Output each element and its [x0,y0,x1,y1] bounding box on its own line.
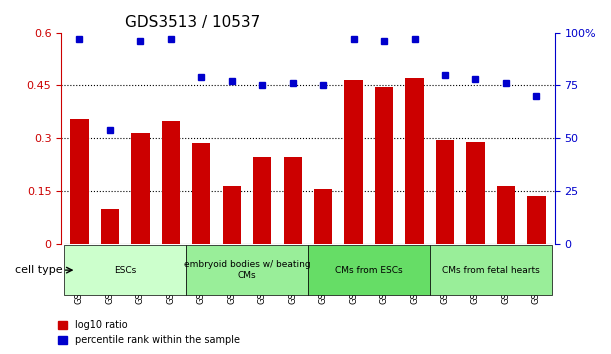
FancyBboxPatch shape [308,245,430,296]
Bar [436,140,454,244]
Text: GDS3513 / 10537: GDS3513 / 10537 [125,15,260,30]
FancyBboxPatch shape [430,245,552,296]
Bar [222,185,241,244]
Bar [70,119,89,244]
Bar [162,121,180,244]
Bar [131,133,150,244]
Bar [375,87,393,244]
Bar [192,143,210,244]
FancyBboxPatch shape [186,245,308,296]
Bar [101,209,119,244]
Bar [253,158,271,244]
Text: cell type: cell type [15,265,63,275]
Bar [345,80,363,244]
FancyBboxPatch shape [64,245,186,296]
Legend: log10 ratio, percentile rank within the sample: log10 ratio, percentile rank within the … [54,316,244,349]
Bar [527,196,546,244]
Text: CMs from ESCs: CMs from ESCs [335,266,403,275]
Bar [314,189,332,244]
Bar [405,78,423,244]
Bar [466,142,485,244]
Text: ESCs: ESCs [114,266,136,275]
Text: CMs from fetal hearts: CMs from fetal hearts [442,266,540,275]
Bar [497,185,515,244]
Text: embryoid bodies w/ beating
CMs: embryoid bodies w/ beating CMs [184,261,310,280]
Bar [284,158,302,244]
